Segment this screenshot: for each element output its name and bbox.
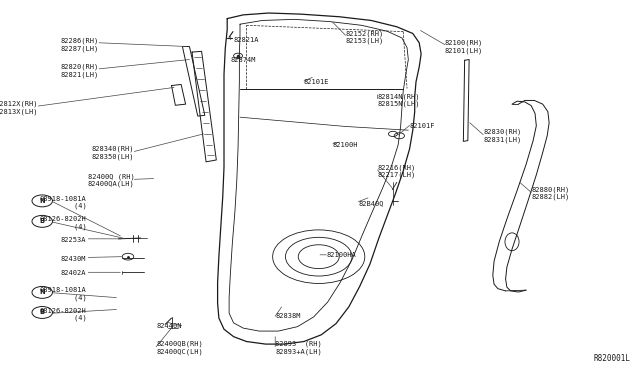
Text: 82286(RH)
82287(LH): 82286(RH) 82287(LH) — [61, 38, 99, 52]
Text: 82100HA: 82100HA — [326, 252, 356, 258]
Text: 82874M: 82874M — [230, 57, 256, 62]
Text: 82400QB(RH)
82400QC(LH): 82400QB(RH) 82400QC(LH) — [157, 341, 204, 355]
Text: 82812X(RH)
82813X(LH): 82812X(RH) 82813X(LH) — [0, 101, 38, 115]
Text: N: N — [40, 198, 45, 204]
Text: N: N — [40, 289, 45, 295]
Text: 82821A: 82821A — [234, 37, 259, 43]
Text: 82814N(RH)
82815N(LH): 82814N(RH) 82815N(LH) — [378, 93, 420, 108]
Text: 08918-1081A
    (4): 08918-1081A (4) — [40, 196, 86, 209]
Text: 08126-8202H
    (4): 08126-8202H (4) — [40, 217, 86, 230]
Text: 82830(RH)
82831(LH): 82830(RH) 82831(LH) — [483, 129, 522, 143]
Text: 82430M: 82430M — [61, 256, 86, 262]
Text: 82B40Q: 82B40Q — [358, 200, 384, 206]
Text: 82440N: 82440N — [157, 323, 182, 328]
Text: 82152(RH)
82153(LH): 82152(RH) 82153(LH) — [346, 30, 384, 44]
Text: 82880(RH)
82882(LH): 82880(RH) 82882(LH) — [531, 186, 570, 201]
Text: 82100(RH)
82101(LH): 82100(RH) 82101(LH) — [445, 39, 483, 54]
Text: 08918-1081A
    (4): 08918-1081A (4) — [40, 287, 86, 301]
Text: 82400Q (RH)
82400QA(LH): 82400Q (RH) 82400QA(LH) — [88, 173, 134, 187]
Text: 08126-8202H
    (4): 08126-8202H (4) — [40, 308, 86, 321]
Text: 82101E: 82101E — [304, 79, 330, 85]
Text: 82100H: 82100H — [333, 142, 358, 148]
Text: 82101F: 82101F — [410, 124, 435, 129]
Text: B: B — [40, 310, 45, 315]
Text: 82893  (RH)
82893+A(LH): 82893 (RH) 82893+A(LH) — [275, 341, 322, 355]
Text: R820001L: R820001L — [593, 354, 630, 363]
Text: 82253A: 82253A — [61, 237, 86, 243]
Text: 82820(RH)
82821(LH): 82820(RH) 82821(LH) — [61, 64, 99, 78]
Text: B: B — [40, 218, 45, 224]
Text: 82838M: 82838M — [275, 313, 301, 319]
Text: 82216(RH)
82217(LH): 82216(RH) 82217(LH) — [378, 164, 416, 178]
Text: 82402A: 82402A — [61, 270, 86, 276]
Text: 828340(RH)
828350(LH): 828340(RH) 828350(LH) — [92, 145, 134, 160]
